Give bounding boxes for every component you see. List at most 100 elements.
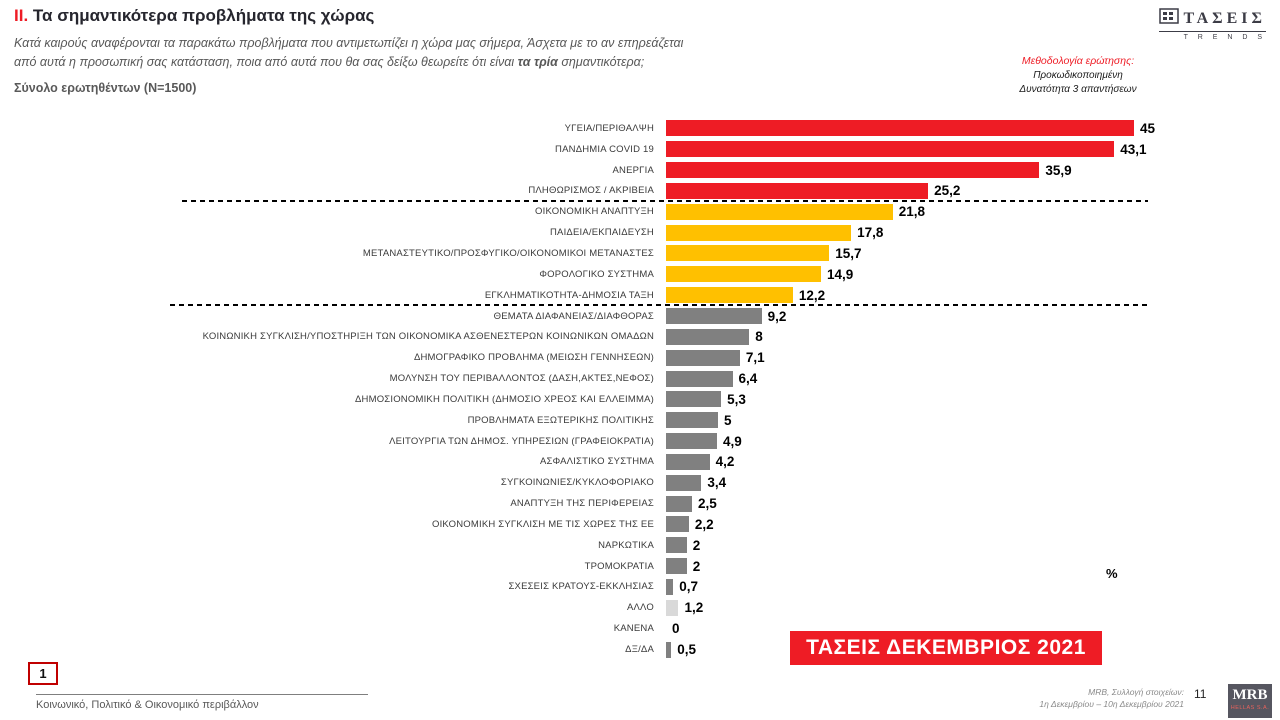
value-label: 7,1: [745, 350, 765, 366]
methodology-heading: Μεθοδολογία ερώτησης:: [1021, 55, 1135, 67]
value-label: 6,4: [738, 371, 758, 387]
chart-row: ΣΧΕΣΕΙΣ ΚΡΑΤΟΥΣ-ΕΚΚΛΗΣΙΑΣ 0,7: [0, 577, 1280, 598]
chart-row: ΠΡΟΒΛΗΜΑΤΑ ΕΞΩΤΕΡΙΚΗΣ ΠΟΛΙΤΙΚΗΣ 5: [0, 410, 1280, 431]
question-line2-pre: από αυτά η προσωπική σας κατάσταση, ποια…: [14, 54, 518, 69]
value-label: 5,3: [727, 391, 746, 407]
category-label: ΑΛΛΟ: [626, 602, 654, 614]
question-line2-post: σημαντικότερα;: [557, 54, 645, 69]
chart-row: ΔΗΜΟΣΙΟΝΟΜΙΚΗ ΠΟΛΙΤΙΚΗ (ΔΗΜΟΣΙΟ ΧΡΕΟΣ ΚΑ…: [0, 389, 1280, 410]
chart-row: ΠΑΝΔΗΜΙΑ COVID 19 43,1: [0, 139, 1280, 160]
data-collection-line2: 1η Δεκεμβρίου – 10η Δεκεμβρίου 2021: [1039, 699, 1184, 710]
category-label: ΟΙΚΟΝΟΜΙΚΗ ΑΝΑΠΤΥΞΗ: [535, 206, 654, 218]
mrb-logo-subtext: HELLAS S.A.: [1230, 705, 1270, 711]
value-label: 15,7: [835, 245, 862, 261]
category-label: ΦΟΡΟΛΟΓΙΚΟ ΣΥΣΤΗΜΑ: [539, 268, 654, 280]
chart-row: ΟΙΚΟΝΟΜΙΚΗ ΣΥΓΚΛΙΣΗ ΜΕ ΤΙΣ ΧΩΡΕΣ ΤΗΣ ΕΕ 2…: [0, 514, 1280, 535]
value-label: 43,1: [1120, 141, 1147, 157]
mrb-logo: MRB HELLAS S.A.: [1228, 684, 1272, 718]
chart-row: ΥΓΕΙΑ/ΠΕΡΙΘΑΛΨΗ 45: [0, 118, 1280, 139]
value-label: 12,2: [798, 287, 826, 303]
page-title: II. Τα σημαντικότερα προβλήματα της χώρα…: [14, 6, 914, 26]
category-label: ΠΛΗΘΩΡΙΣΜΟΣ / ΑΚΡΙΒΕΙΑ: [528, 185, 654, 197]
value-label: 9,2: [767, 308, 787, 324]
category-label: ΣΧΕΣΕΙΣ ΚΡΑΤΟΥΣ-ΕΚΚΛΗΣΙΑΣ: [508, 581, 654, 593]
value-label: 35,9: [1045, 162, 1072, 178]
category-label: ΑΝΑΠΤΥΞΗ ΤΗΣ ΠΕΡΙΦΕΡΕΙΑΣ: [510, 498, 654, 510]
category-label: ΠΑΙΔΕΙΑ/ΕΚΠΑΙΔΕΥΣΗ: [550, 227, 654, 239]
bar: [666, 516, 689, 533]
group-separator-top: [182, 200, 1148, 202]
chart-row: ΑΛΛΟ 1,2: [0, 597, 1280, 618]
value-label: 45: [1140, 120, 1156, 136]
bar: [666, 537, 687, 554]
data-collection-note: MRB, Συλλογή στοιχείων: 1η Δεκεμβρίου – …: [1039, 686, 1184, 711]
value-label: 21,8: [898, 204, 925, 220]
bar: [666, 599, 679, 616]
category-label: ΜΕΤΑΝΑΣΤΕΥΤΙΚΟ/ΠΡΟΣΦΥΓΙΚΟ/ΟΙΚΟΝΟΜΙΚΟΙ ΜΕ…: [362, 247, 654, 259]
value-label: 4,2: [715, 454, 735, 470]
value-label: 4,9: [722, 433, 742, 449]
bar: [666, 328, 750, 345]
tasis-logo-icon: [1158, 8, 1179, 29]
category-label: ΥΓΕΙΑ/ΠΕΡΙΘΑΛΨΗ: [564, 122, 654, 134]
chart-row: ΜΕΤΑΝΑΣΤΕΥΤΙΚΟ/ΠΡΟΣΦΥΓΙΚΟ/ΟΙΚΟΝΟΜΙΚΟΙ ΜΕ…: [0, 243, 1280, 264]
chart-row: ΟΙΚΟΝΟΜΙΚΗ ΑΝΑΠΤΥΞΗ 21,8: [0, 201, 1280, 222]
data-collection-line1: MRB, Συλλογή στοιχείων:: [1088, 687, 1184, 697]
bar: [666, 266, 821, 283]
chart-row: ΚΟΙΝΩΝΙΚΗ ΣΥΓΚΛΙΣΗ/ΥΠΟΣΤΗΡΙΞΗ ΤΩΝ ΟΙΚΟΝΟ…: [0, 326, 1280, 347]
mrb-logo-text: MRB: [1232, 687, 1268, 703]
bar: [666, 349, 740, 366]
category-label: ΔΞ/ΔΑ: [625, 644, 654, 656]
value-label: 25,2: [934, 183, 961, 199]
bar: [666, 433, 717, 450]
methodology-line2: Δυνατότητα 3 απαντήσεων: [1019, 84, 1137, 95]
group-separator-bottom: [170, 304, 1148, 306]
question-text: Κατά καιρούς αναφέρονται τα παρακάτω προ…: [14, 34, 914, 72]
category-label: ΜΟΛΥΝΣΗ ΤΟΥ ΠΕΡΙΒΑΛΛΟΝΤΟΣ (ΔΑΣΗ,ΑΚΤΕΣ,ΝΕ…: [389, 373, 654, 385]
chart-row: ΠΛΗΘΩΡΙΣΜΟΣ / ΑΚΡΙΒΕΙΑ 25,2: [0, 181, 1280, 202]
bar: [666, 558, 687, 575]
unit-label: %: [1106, 566, 1118, 581]
category-label: ΔΗΜΟΓΡΑΦΙΚΟ ΠΡΟΒΛΗΜΑ (ΜΕΙΩΣΗ ΓΕΝΝΗΣΕΩΝ): [413, 352, 654, 364]
methodology-line1: Προκωδικοποιημένη: [1033, 70, 1123, 81]
category-label: ΑΝΕΡΓΙΑ: [612, 164, 654, 176]
chart-row: ΜΟΛΥΝΣΗ ΤΟΥ ΠΕΡΙΒΑΛΛΟΝΤΟΣ (ΔΑΣΗ,ΑΚΤΕΣ,ΝΕ…: [0, 368, 1280, 389]
chart-row: ΑΝΕΡΓΙΑ 35,9: [0, 160, 1280, 181]
bar: [666, 182, 929, 199]
category-label: ΝΑΡΚΩΤΙΚΑ: [598, 539, 654, 551]
bar: [666, 141, 1115, 158]
bar: [666, 120, 1134, 137]
bar: [666, 203, 893, 220]
category-label: ΑΣΦΑΛΙΣΤΙΚΟ ΣΥΣΤΗΜΑ: [539, 456, 654, 468]
chart-row: ΤΡΟΜΟΚΡΑΤΙΑ 2: [0, 556, 1280, 577]
chart-row: ΦΟΡΟΛΟΓΙΚΟ ΣΥΣΤΗΜΑ 14,9: [0, 264, 1280, 285]
chart-row: ΘΕΜΑΤΑ ΔΙΑΦΑΝΕΙΑΣ/ΔΙΑΦΘΟΡΑΣ 9,2: [0, 306, 1280, 327]
bar: [666, 641, 672, 658]
category-label: ΤΡΟΜΟΚΡΑΤΙΑ: [584, 560, 654, 572]
question-line2-bold: τα τρία: [517, 54, 558, 69]
value-label: 0,7: [679, 579, 699, 595]
bar: [666, 578, 674, 595]
bar: [666, 391, 722, 408]
category-label: ΔΗΜΟΣΙΟΝΟΜΙΚΗ ΠΟΛΙΤΙΚΗ (ΔΗΜΟΣΙΟ ΧΡΕΟΣ ΚΑ…: [355, 393, 654, 405]
chart-row: ΠΑΙΔΕΙΑ/ΕΚΠΑΙΔΕΥΣΗ 17,8: [0, 222, 1280, 243]
bar: [666, 245, 830, 262]
question-line1: Κατά καιρούς αναφέρονται τα παρακάτω προ…: [14, 36, 684, 50]
slide-header: II. Τα σημαντικότερα προβλήματα της χώρα…: [14, 6, 914, 95]
sample-size-note: Σύνολο ερωτηθέντων (N=1500): [14, 80, 197, 95]
value-label: 17,8: [857, 225, 884, 241]
category-label: ΠΑΝΔΗΜΙΑ COVID 19: [555, 143, 654, 155]
bar: [666, 308, 762, 325]
category-label: ΛΕΙΤΟΥΡΓΙΑ ΤΩΝ ΔΗΜΟΣ. ΥΠΗΡΕΣΙΩΝ (ΓΡΑΦΕΙΟ…: [389, 435, 654, 447]
value-label: 2,5: [698, 496, 717, 512]
bar-rows: ΥΓΕΙΑ/ΠΕΡΙΘΑΛΨΗ 45 ΠΑΝΔΗΜΙΑ COVID 19 43,1 ΑΝ…: [0, 118, 1280, 660]
bar: [666, 412, 718, 429]
chart-row: ΣΥΓΚΟΙΝΩΝΙΕΣ/ΚΥΚΛΟΦΟΡΙΑΚΟ 3,4: [0, 472, 1280, 493]
chart-row: ΔΗΜΟΓΡΑΦΙΚΟ ΠΡΟΒΛΗΜΑ (ΜΕΙΩΣΗ ΓΕΝΝΗΣΕΩΝ) 7…: [0, 347, 1280, 368]
category-label: ΕΓΚΛΗΜΑΤΙΚΟΤΗΤΑ-ΔΗΜΟΣΙΑ ΤΑΞΗ: [484, 289, 654, 301]
category-label: ΚΟΙΝΩΝΙΚΗ ΣΥΓΚΛΙΣΗ/ΥΠΟΣΤΗΡΙΞΗ ΤΩΝ ΟΙΚΟΝΟ…: [202, 331, 654, 343]
category-label: ΠΡΟΒΛΗΜΑΤΑ ΕΞΩΤΕΡΙΚΗΣ ΠΟΛΙΤΙΚΗΣ: [467, 414, 654, 426]
value-label: 1,2: [684, 600, 704, 616]
chart-row: ΝΑΡΚΩΤΙΚΑ 2: [0, 535, 1280, 556]
page-title-text: Τα σημαντικότερα προβλήματα της χώρας: [28, 6, 375, 25]
